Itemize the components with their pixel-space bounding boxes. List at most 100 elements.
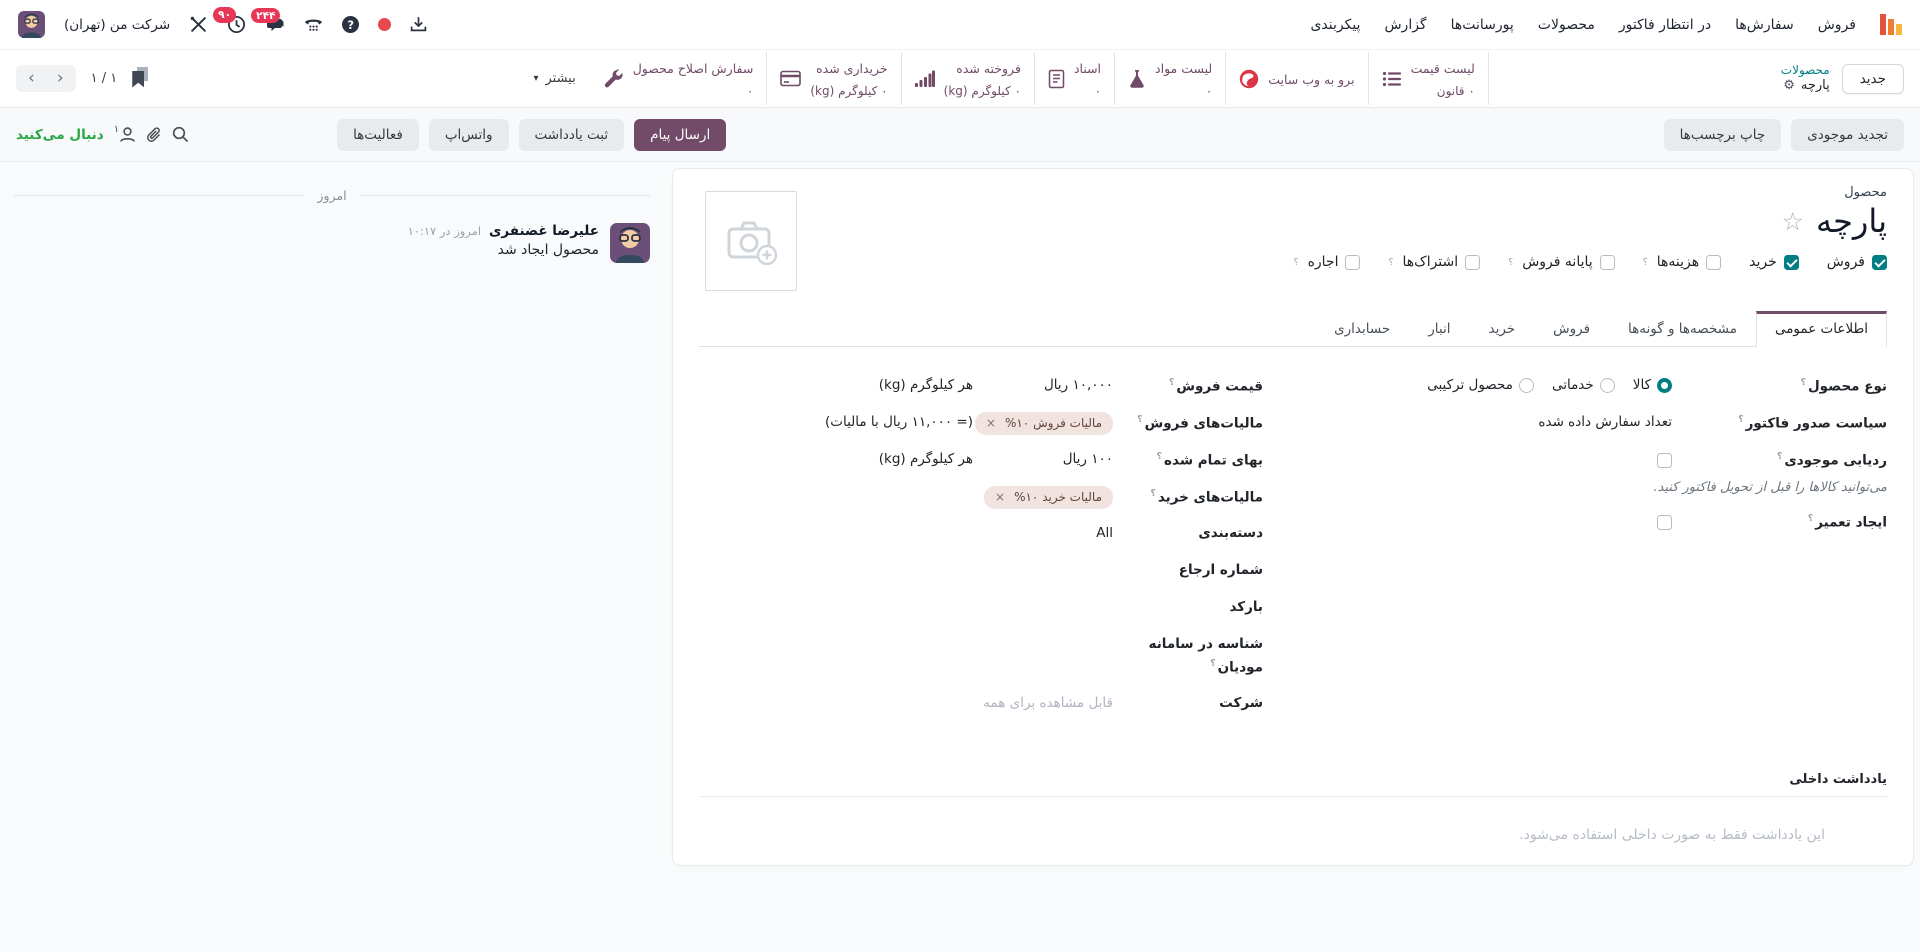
help-mark: ؟ <box>1738 414 1744 426</box>
menu-to-invoice[interactable]: در انتظار فاکتور <box>1618 16 1712 33</box>
stat-value: ۰ <box>1205 83 1213 98</box>
message-author[interactable]: علیرضا غضنفری <box>489 223 599 239</box>
message-author-avatar[interactable] <box>610 223 650 263</box>
breadcrumb-parent-link[interactable]: محصولات <box>1780 62 1830 77</box>
menu-commissions[interactable]: پورسانت‌ها <box>1450 16 1514 33</box>
title-block: محصول پارچه ☆ فروش خرید هزینه‌ها ؟ پایانه… <box>1294 185 1887 270</box>
checkbox-rental[interactable]: اجاره ؟ <box>1294 254 1361 270</box>
new-button[interactable]: جدید <box>1841 63 1904 94</box>
messages-icon[interactable]: ۲۴۴ <box>251 7 285 34</box>
invoice-policy-select[interactable]: تعداد سفارش داده شده <box>1538 414 1672 431</box>
tools-icon[interactable] <box>189 15 208 34</box>
tab-accounting[interactable]: حسابداری <box>1334 321 1391 337</box>
favorite-star-icon[interactable]: ☆ <box>1781 206 1804 236</box>
sales-tax-tag[interactable]: مالیات فروش ۱۰% × <box>974 412 1113 436</box>
following-button[interactable]: دنبال می‌کنید <box>16 126 104 143</box>
remove-tag-icon[interactable]: × <box>995 490 1006 505</box>
whatsapp-button[interactable]: واتس‌اپ <box>428 118 509 151</box>
help-icon[interactable]: ? <box>342 16 360 33</box>
date-divider-label: امروز <box>317 188 347 203</box>
checkbox-label: فروش <box>1826 254 1865 270</box>
checkbox-expenses[interactable]: هزینه‌ها ؟ <box>1643 254 1722 270</box>
sales-app-icon[interactable] <box>1880 13 1902 37</box>
install-icon[interactable] <box>410 16 427 33</box>
cost-input[interactable]: ۱۰۰ ریال <box>1062 451 1113 468</box>
tag-label: مالیات فروش ۱۰% <box>1004 416 1102 431</box>
bom-smart-button[interactable]: لیست مواد ۰ <box>1115 51 1227 106</box>
more-dropdown[interactable]: بیشتر ▾ <box>518 52 590 105</box>
print-labels-button[interactable]: چاپ برچسب‌ها <box>1663 118 1782 151</box>
recording-icon[interactable] <box>378 18 392 31</box>
gear-icon[interactable]: ⚙ <box>1783 77 1795 93</box>
globe-icon <box>1239 69 1259 89</box>
pager-next-button[interactable]: › <box>56 68 64 88</box>
purchase-tax-tag[interactable]: مالیات خرید ۱۰% × <box>984 486 1113 510</box>
field-label-purchase-taxes: مالیات‌های خرید؟ <box>1150 488 1263 506</box>
form-column-left: قیمت فروش؟ ۱۰,۰۰۰ ریال هر کیلوگرم (kg) م… <box>699 375 1263 730</box>
tab-attributes-variants[interactable]: مشخصه‌ها و گونه‌ها <box>1628 321 1737 337</box>
checkbox-purchase[interactable]: خرید <box>1749 254 1799 270</box>
general-info-form: نوع محصول؟ کالا خدماتی محصول ترکیبی سیاس… <box>699 375 1887 730</box>
pager-prev-button[interactable]: ‹ <box>28 68 35 88</box>
checkbox-label: خرید <box>1749 254 1777 270</box>
activities-button[interactable]: فعالیت‌ها <box>337 118 419 151</box>
website-smart-button[interactable]: برو به وب سایت <box>1226 51 1369 106</box>
category-input[interactable]: All <box>1096 525 1113 542</box>
track-inventory-checkbox[interactable] <box>1657 453 1672 469</box>
systray: ? ۲۴۴ ۹۰ شرکت من (تهران) <box>18 7 427 38</box>
radio-service[interactable]: خدماتی <box>1552 375 1615 397</box>
internal-notes-section: یادداشت داخلی این یادداشت فقط به صورت دا… <box>699 772 1887 843</box>
followers-button[interactable]: ۱ <box>114 124 136 143</box>
tab-purchase[interactable]: خرید <box>1488 321 1516 337</box>
product-name-input[interactable]: پارچه <box>1815 202 1887 240</box>
pager-area: ۱ / ۱ ‹ › <box>16 65 149 92</box>
product-image-placeholder[interactable] <box>705 191 797 291</box>
replenish-button[interactable]: تجدید موجودی <box>1791 118 1904 151</box>
action-bar: تجدید موجودی چاپ برچسب‌ها ارسال پیام ثبت… <box>0 107 1920 162</box>
internal-notes-input[interactable]: این یادداشت فقط به صورت داخلی استفاده می… <box>1519 827 1825 844</box>
search-messages-icon[interactable] <box>172 126 189 143</box>
help-mark: ؟ <box>1150 488 1156 500</box>
field-label-category: دسته‌بندی <box>1198 525 1263 542</box>
activities-clock-icon[interactable]: ۹۰ <box>213 7 246 34</box>
send-message-button[interactable]: ارسال پیام <box>634 118 727 151</box>
documents-smart-button[interactable]: اسناد ۰ <box>1035 51 1116 106</box>
bookmark-icon[interactable] <box>132 66 149 89</box>
sold-smart-button[interactable]: فروخته شده ۰ کیلوگرم (kg) <box>902 51 1035 106</box>
purchased-smart-button[interactable]: خریداری شده ۰ کیلوگرم (kg) <box>767 51 902 106</box>
checkbox-pos[interactable]: پایانه فروش ؟ <box>1508 254 1615 270</box>
repair-order-smart-button[interactable]: سفارش اصلاح محصول ۰ <box>591 51 768 106</box>
chatter-message[interactable]: علیرضا غضنفری امروز در ۱۰:۱۷ محصول ایجاد… <box>10 223 654 263</box>
tab-general-info[interactable]: اطلاعات عمومی <box>1755 311 1887 347</box>
stat-value: ۰ کیلوگرم (kg) <box>810 83 888 98</box>
field-label-sales-taxes: مالیات‌های فروش؟ <box>1137 414 1263 432</box>
menu-sales[interactable]: فروش <box>1817 16 1856 33</box>
tab-inventory[interactable]: انبار <box>1428 321 1451 337</box>
checkbox-sales[interactable]: فروش <box>1827 254 1887 270</box>
phone-icon[interactable] <box>304 16 323 33</box>
pricelist-smart-button[interactable]: لیست قیمت ۰ قانون <box>1369 51 1489 106</box>
chatter-panel: امروز علیرضا غضنفری امروز در ۱۰:۱۷ محصول… <box>6 168 662 263</box>
radio-combo[interactable]: محصول ترکیبی <box>1427 375 1534 397</box>
menu-orders[interactable]: سفارش‌ها <box>1735 16 1794 33</box>
pager-controls: ‹ › <box>16 65 76 92</box>
message-body: محصول ایجاد شد <box>497 242 599 258</box>
stat-value: ۰ <box>746 83 754 98</box>
smart-buttons: لیست قیمت ۰ قانون برو به وب سایت لیست موا… <box>518 51 1489 106</box>
user-avatar[interactable] <box>18 11 45 38</box>
menu-configuration[interactable]: پیکربندی <box>1310 16 1361 33</box>
create-repair-checkbox[interactable] <box>1657 515 1672 531</box>
checkbox-subscriptions[interactable]: اشتراک‌ها ؟ <box>1388 254 1481 270</box>
chevron-down-icon: ▾ <box>533 73 539 84</box>
sales-price-input[interactable]: ۱۰,۰۰۰ ریال <box>1043 377 1113 393</box>
attachment-icon[interactable] <box>146 126 162 144</box>
menu-products[interactable]: محصولات <box>1537 16 1595 33</box>
tab-sales[interactable]: فروش <box>1553 321 1591 337</box>
log-note-button[interactable]: ثبت یادداشت <box>518 118 625 151</box>
company-switcher[interactable]: شرکت من (تهران) <box>64 16 171 33</box>
menu-reporting[interactable]: گزارش <box>1384 16 1427 33</box>
field-label-track-inventory: ردیابی موجودی؟ <box>1776 451 1887 469</box>
company-input[interactable]: قابل مشاهده برای همه <box>983 695 1113 712</box>
radio-goods[interactable]: کالا <box>1633 375 1672 397</box>
remove-tag-icon[interactable]: × <box>985 416 996 431</box>
